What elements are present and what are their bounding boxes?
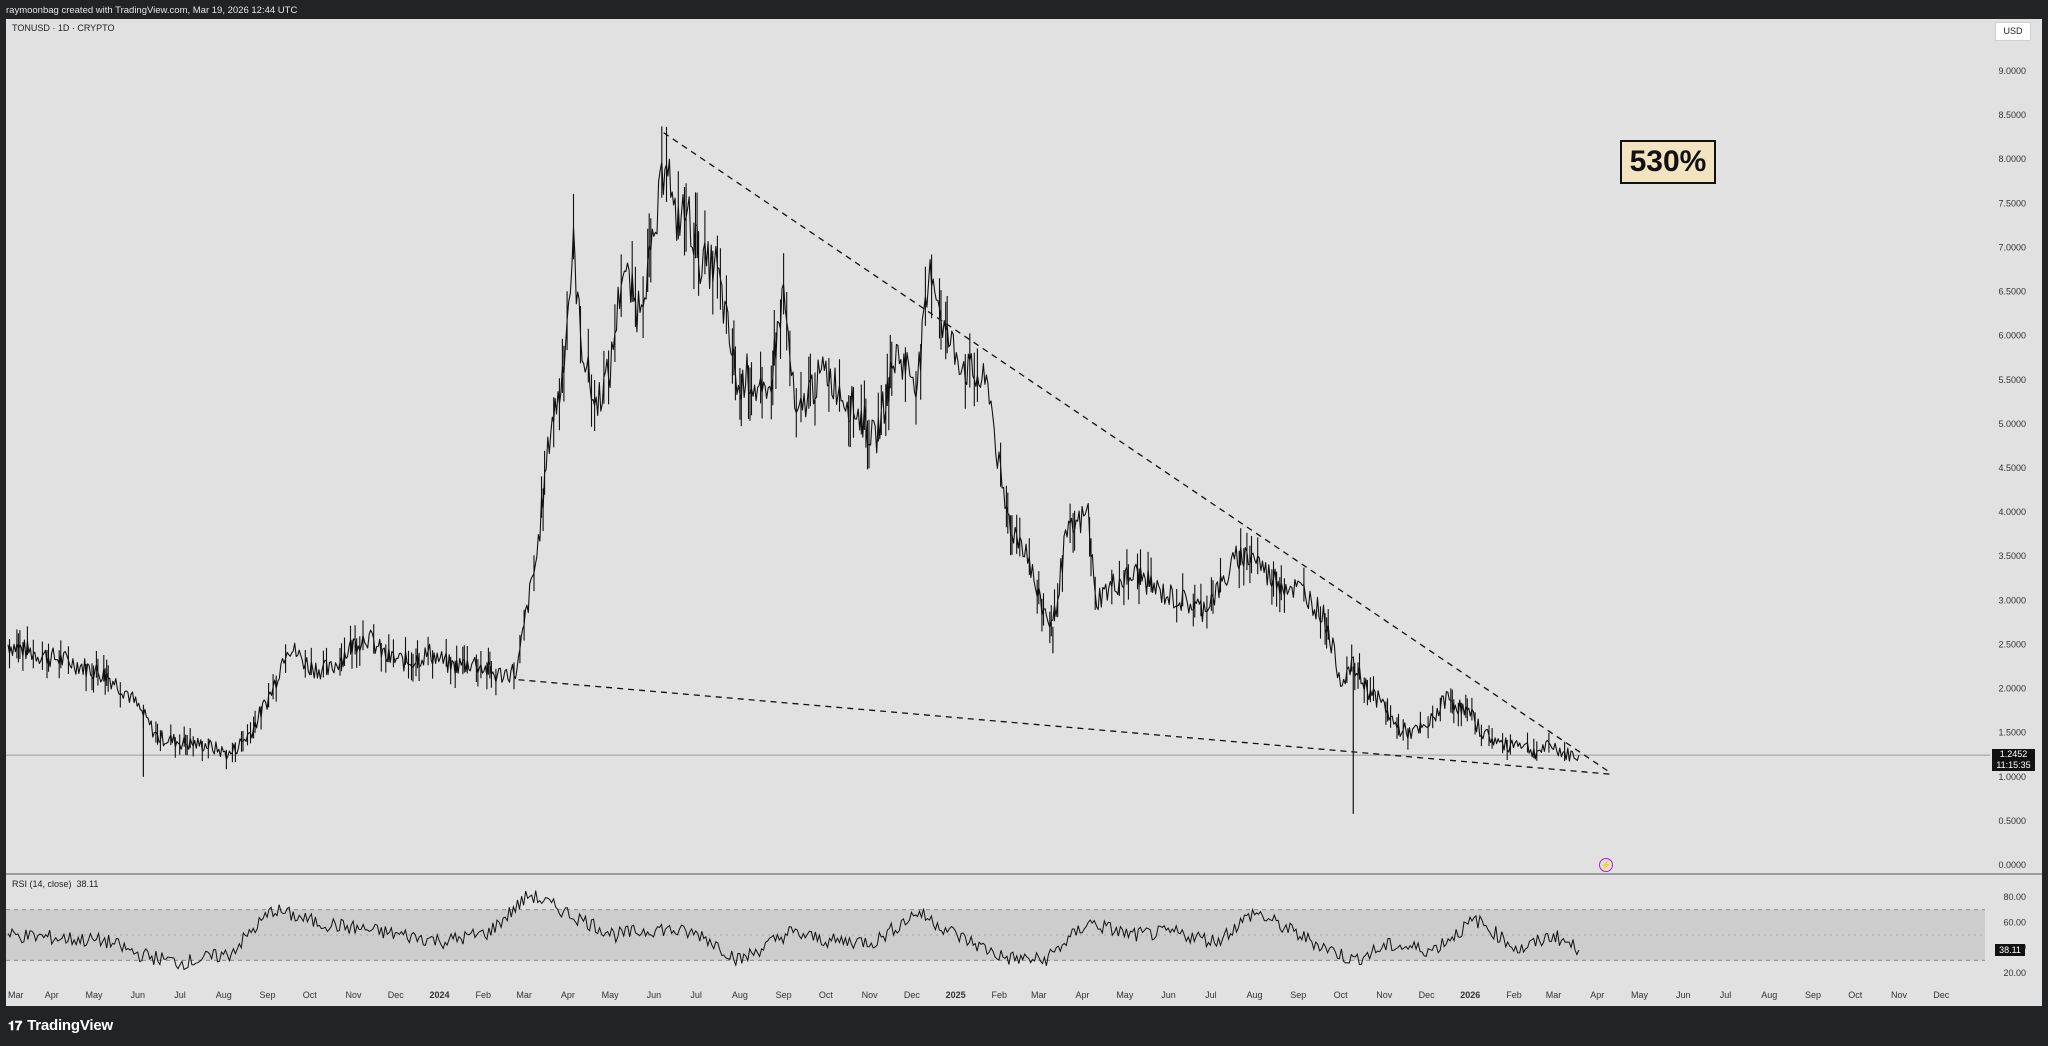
time-tick-label: Apr [561, 990, 575, 1000]
time-tick-label: Nov [1376, 990, 1393, 1000]
countdown-timer: 11:15:35 [1996, 760, 2031, 770]
rsi-tick-label: 60.00 [2003, 917, 2026, 927]
price-tick-label: 5.5000 [1998, 375, 2026, 385]
rsi-title: RSI (14, close) 38.11 [12, 879, 98, 889]
time-axis: Mar Apr May Jun Jul Aug Sep Oct Nov Dec 2024 Feb Mar… [8, 990, 1950, 1000]
time-tick-label: Mar [8, 990, 24, 1000]
price-tick-label: 1.0000 [1998, 772, 2026, 782]
time-tick-label: Jun [647, 990, 662, 1000]
price-axis: 0.0000 0.5000 1.0000 1.5000 2.0000 2.5000 3.00… [1998, 66, 2026, 870]
time-tick-label: Dec [1933, 990, 1950, 1000]
time-tick-label: Apr [1590, 990, 1604, 1000]
current-price-label: 1.2452 11:15:35 [1992, 749, 2035, 771]
rsi-title-value: 38.11 [76, 879, 99, 889]
time-tick-label: Dec [904, 990, 921, 1000]
footer-bar [0, 1006, 2048, 1046]
descending-resistance-trendline [663, 132, 1611, 773]
time-tick-label: Mar [1546, 990, 1562, 1000]
time-tick-label: Jul [1205, 990, 1217, 1000]
time-tick-label: Nov [345, 990, 362, 1000]
time-tick-label: May [86, 990, 104, 1000]
price-tick-label: 7.5000 [1998, 198, 2026, 208]
time-tick-label: Oct [303, 990, 318, 1000]
tradingview-logo-text: TradingView [27, 1017, 113, 1034]
time-tick-label: 2025 [946, 990, 966, 1000]
price-tick-label: 2.5000 [1998, 639, 2026, 649]
time-tick-label: Aug [1247, 990, 1263, 1000]
time-tick-label: May [602, 990, 620, 1000]
time-tick-label: May [1116, 990, 1134, 1000]
time-tick-label: Jun [1161, 990, 1176, 1000]
price-tick-label: 4.5000 [1998, 463, 2026, 473]
rsi-value-label: 38.11 [1995, 944, 2025, 956]
time-tick-label: Jun [1676, 990, 1691, 1000]
rsi-title-label: RSI (14, close) [12, 879, 72, 889]
currency-button[interactable]: USD [1995, 22, 2031, 41]
time-tick-label: Jul [1720, 990, 1732, 1000]
price-series-line [7, 126, 1580, 770]
price-tick-label: 5.0000 [1998, 419, 2026, 429]
price-tick-label: 4.0000 [1998, 507, 2026, 517]
time-tick-label: May [1631, 990, 1649, 1000]
price-tick-label: 9.0000 [1998, 66, 2026, 76]
lightning-icon[interactable]: ⚡ [1599, 858, 1613, 872]
time-tick-label: Feb [992, 990, 1008, 1000]
time-tick-label: Jun [130, 990, 145, 1000]
time-tick-label: Dec [1419, 990, 1436, 1000]
trendline-layer [6, 132, 1990, 775]
symbol-title: TONUSD · 1D · CRYPTO [12, 23, 115, 33]
price-tick-label: 7.0000 [1998, 242, 2026, 252]
time-tick-label: Sep [259, 990, 275, 1000]
time-tick-label: Aug [1761, 990, 1777, 1000]
rsi-tick-label: 20.00 [2003, 968, 2026, 978]
time-tick-label: Jul [174, 990, 186, 1000]
attribution-text: raymoonbag created with TradingView.com,… [6, 5, 298, 16]
rsi-band-layer [6, 909, 1985, 961]
attribution-bar: raymoonbag created with TradingView.com,… [0, 0, 2048, 19]
time-tick-label: Apr [1076, 990, 1090, 1000]
time-tick-label: Feb [1506, 990, 1522, 1000]
time-tick-label: Aug [732, 990, 748, 1000]
rsi-series-line [7, 890, 1580, 971]
time-tick-label: Oct [1848, 990, 1863, 1000]
time-tick-label: Sep [1290, 990, 1306, 1000]
time-tick-label: Jul [690, 990, 702, 1000]
rsi-series-layer [7, 890, 1580, 971]
current-price-value: 1.2452 [1999, 749, 2028, 759]
price-tick-label: 0.0000 [1998, 860, 2026, 870]
time-tick-label: 2024 [429, 990, 449, 1000]
price-series-layer [7, 126, 1580, 814]
tradingview-logo[interactable]: 𝟏𝟕 TradingView [8, 1017, 113, 1034]
tradingview-logo-icon: 𝟏𝟕 [8, 1017, 23, 1033]
time-tick-label: Oct [1334, 990, 1349, 1000]
price-tick-label: 1.5000 [1998, 728, 2026, 738]
time-tick-label: Nov [1891, 990, 1908, 1000]
time-tick-label: Oct [819, 990, 834, 1000]
time-tick-label: Mar [1031, 990, 1047, 1000]
price-tick-label: 3.0000 [1998, 595, 2026, 605]
time-tick-label: Apr [45, 990, 59, 1000]
time-tick-label: Aug [216, 990, 232, 1000]
time-tick-label: Sep [1805, 990, 1821, 1000]
percent-badge: 530% [1620, 140, 1716, 184]
price-tick-label: 0.5000 [1998, 816, 2026, 826]
price-tick-label: 6.5000 [1998, 287, 2026, 297]
price-tick-label: 6.0000 [1998, 331, 2026, 341]
rsi-tick-label: 80.00 [2003, 892, 2026, 902]
time-tick-label: 2026 [1460, 990, 1480, 1000]
price-tick-label: 2.0000 [1998, 684, 2026, 694]
time-tick-label: Mar [516, 990, 532, 1000]
rsi-band [6, 909, 1985, 961]
price-tick-label: 8.0000 [1998, 154, 2026, 164]
time-tick-label: Sep [776, 990, 792, 1000]
price-tick-label: 3.5000 [1998, 551, 2026, 561]
time-tick-label: Feb [475, 990, 491, 1000]
price-tick-label: 8.5000 [1998, 110, 2026, 120]
time-tick-label: Dec [388, 990, 405, 1000]
time-tick-label: Nov [862, 990, 879, 1000]
